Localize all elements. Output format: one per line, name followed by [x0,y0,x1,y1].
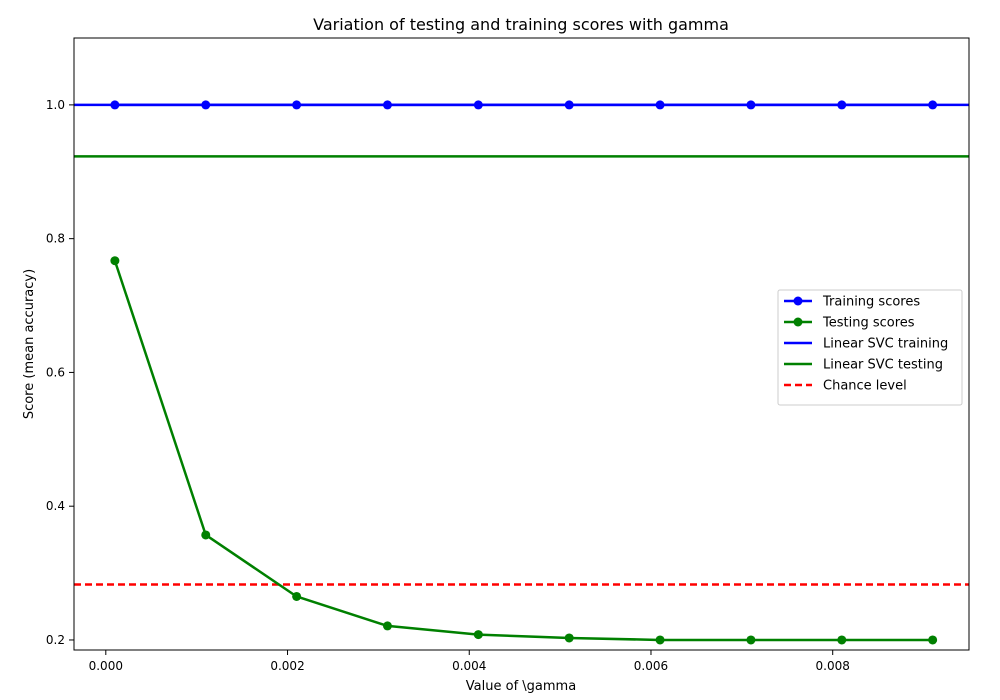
y-tick-label: 0.8 [46,232,65,246]
x-tick-label: 0.002 [270,659,304,673]
data-point-testing-scores-7 [655,635,665,645]
legend-marker-testing-scores [793,317,803,327]
x-tick-label: 0.000 [89,659,123,673]
series-line-testing-scores [113,260,933,642]
data-point-training-scores-1 [110,100,120,110]
y-axis-label: Score (mean accuracy) [22,269,37,419]
y-tick-label: 0.4 [46,499,65,513]
data-point-testing-scores-9 [837,635,847,645]
plot-marks [74,100,969,645]
legend-box [777,289,963,406]
x-tick-label: 0.006 [634,659,668,673]
data-point-testing-scores-6 [564,633,574,643]
data-point-training-scores-7 [655,100,665,110]
legend-label-linear-svc-training: Linear SVC training [823,337,948,352]
legend-label-linear-svc-testing: Linear SVC testing [823,358,943,373]
data-point-testing-scores-2 [201,530,211,540]
data-point-testing-scores-10 [928,635,938,645]
x-axis-label: Value of \gamma [466,679,576,694]
x-tick-label: 0.008 [816,659,850,673]
data-point-training-scores-4 [382,100,392,110]
legend-label-training-scores: Training scores [822,295,920,310]
y-tick-label: 1.0 [46,98,65,112]
data-point-training-scores-10 [928,100,938,110]
plot-area-frame [73,37,970,651]
data-point-training-scores-2 [201,100,211,110]
data-point-testing-scores-5 [473,630,483,640]
legend-label-chance-level: Chance level [823,379,907,394]
legend-label-testing-scores: Testing scores [822,316,915,331]
chart-title: Variation of testing and training scores… [313,15,729,34]
data-point-training-scores-6 [564,100,574,110]
data-point-training-scores-5 [473,100,483,110]
y-tick-label: 0.2 [46,633,65,647]
data-point-testing-scores-8 [746,635,756,645]
data-point-testing-scores-4 [382,621,392,631]
y-tick-label: 0.6 [46,365,65,379]
x-tick-label: 0.004 [452,659,486,673]
data-point-training-scores-8 [746,100,756,110]
axis-ticks: 0.000 0.002 0.004 0.006 0.008 0.2 0.4 0.6 0.8 1.0 [46,98,850,673]
legend: Training scores Testing scores Linear SVC … [777,289,963,406]
data-point-testing-scores-3 [292,591,302,601]
data-point-training-scores-3 [292,100,302,110]
legend-marker-training-scores [793,296,803,306]
data-point-training-scores-9 [837,100,847,110]
data-point-testing-scores-1 [110,256,120,266]
